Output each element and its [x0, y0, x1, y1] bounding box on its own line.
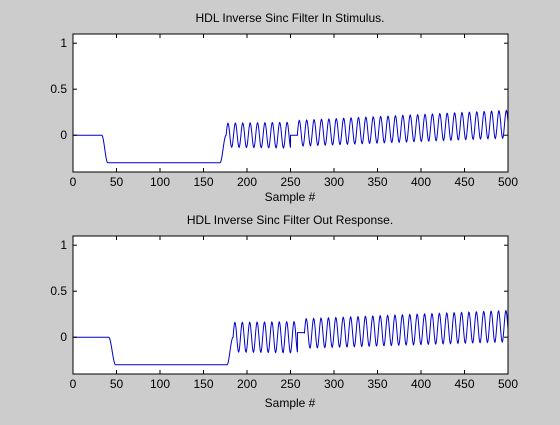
series-line-0: [73, 109, 509, 164]
x-tick-label: 0: [70, 175, 77, 189]
x-tick-label: 50: [110, 377, 124, 391]
x-tick-label: 150: [193, 175, 213, 189]
plot-frame: [72, 235, 509, 375]
x-tick-labels: 0 50 100 150 200 250 300 350 400 450 500: [70, 377, 519, 391]
x-tick-labels: 0 50 100 150 200 250 300 350 400 450 500: [70, 175, 519, 189]
y-tick-labels: 00.51: [50, 238, 67, 344]
x-tick-label: 450: [454, 175, 474, 189]
y-tick-labels: 00.51: [50, 36, 67, 142]
x-tick-label: 200: [237, 175, 257, 189]
y-tick-label: 1: [60, 36, 67, 50]
data-lines: [73, 109, 509, 164]
y-tick-label: 0: [60, 128, 67, 142]
data-lines: [73, 309, 509, 366]
x-tick-label: 150: [193, 377, 213, 391]
x-tick-label: 250: [280, 175, 300, 189]
x-tick-label: 50: [110, 175, 124, 189]
y-tick-label: 1: [60, 238, 67, 252]
x-tick-label: 200: [237, 377, 257, 391]
x-tick-label: 400: [411, 175, 431, 189]
x-tick-label: 500: [498, 175, 518, 189]
x-tick-label: 350: [367, 175, 387, 189]
y-tick-label: 0.5: [50, 82, 67, 96]
subplot-stimulus: HDL Inverse Sinc Filter In Stimulus. 0 50…: [50, 11, 518, 204]
x-axis-label: Sample #: [265, 190, 316, 204]
y-tick-label: 0: [60, 330, 67, 344]
x-tick-label: 400: [411, 377, 431, 391]
x-tick-label: 250: [280, 377, 300, 391]
x-tick-label: 300: [324, 175, 344, 189]
x-tick-label: 300: [324, 377, 344, 391]
x-tick-label: 100: [150, 175, 170, 189]
subplot-response: HDL Inverse Sinc Filter Out Response. 0 5…: [50, 213, 518, 410]
chart-title: HDL Inverse Sinc Filter Out Response.: [187, 213, 393, 227]
x-tick-label: 0: [70, 377, 77, 391]
x-tick-label: 100: [150, 377, 170, 391]
x-tick-label: 450: [454, 377, 474, 391]
plot-area: [73, 34, 508, 172]
chart-title: HDL Inverse Sinc Filter In Stimulus.: [196, 11, 385, 25]
x-axis-label: Sample #: [265, 396, 316, 410]
y-tick-label: 0.5: [50, 284, 67, 298]
x-tick-label: 500: [498, 377, 518, 391]
x-tick-label: 350: [367, 377, 387, 391]
plot-frame: [72, 33, 509, 173]
series-line-0: [73, 309, 509, 366]
